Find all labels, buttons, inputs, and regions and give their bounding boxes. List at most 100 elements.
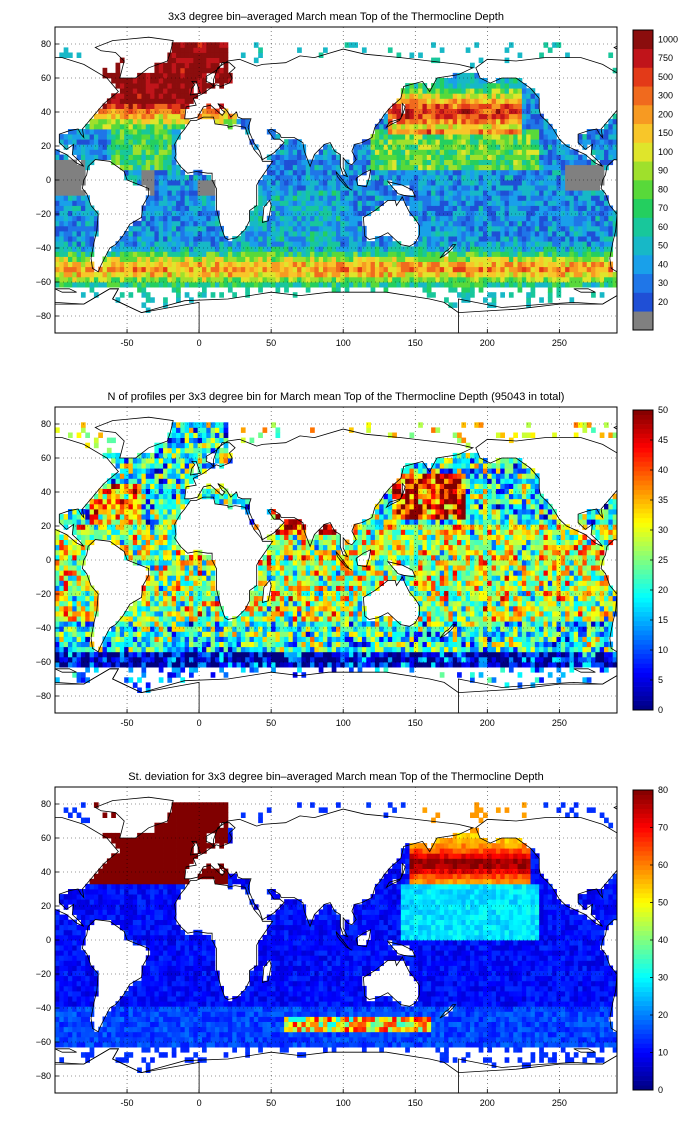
heatmap-cell (595, 241, 601, 247)
heatmap-cell (80, 641, 86, 648)
heatmap-cell (111, 534, 116, 540)
heatmap-cell (111, 631, 116, 637)
heatmap-cell (189, 246, 194, 252)
heatmap-cell (141, 488, 147, 495)
heatmap-cell (93, 656, 99, 663)
heatmap-cell (353, 271, 359, 278)
heatmap-cell (599, 169, 605, 176)
heatmap-cell (193, 256, 199, 262)
heatmap-cell (435, 139, 441, 145)
heatmap-cell (180, 83, 186, 89)
heatmap-cell (543, 180, 549, 186)
heatmap-cell (63, 271, 69, 278)
heatmap-cell (470, 241, 475, 247)
heatmap-cell (115, 529, 121, 535)
heatmap-cell (154, 539, 160, 546)
heatmap-cell (219, 42, 224, 48)
heatmap-cell (55, 631, 60, 637)
heatmap-cell (184, 185, 190, 191)
heatmap-cell (457, 205, 462, 211)
heatmap-cell (167, 180, 173, 186)
heatmap-cell (154, 129, 160, 135)
heatmap-cell (137, 241, 142, 247)
heatmap-cell (400, 180, 406, 186)
heatmap-cell (521, 103, 527, 109)
heatmap-cell (89, 611, 95, 617)
heatmap-cell (158, 123, 164, 130)
heatmap-cell (132, 600, 138, 607)
heatmap-cell (258, 266, 263, 273)
heatmap-cell (366, 271, 371, 278)
heatmap-cell (262, 220, 268, 227)
heatmap-cell (405, 103, 410, 109)
heatmap-cell (163, 220, 168, 227)
heatmap-cell (418, 282, 423, 288)
heatmap-cell (141, 554, 147, 561)
heatmap-cell (279, 174, 285, 181)
heatmap-cell (297, 47, 302, 53)
heatmap-cell (128, 276, 134, 283)
heatmap-cell (80, 570, 86, 576)
heatmap-cell (539, 271, 544, 278)
y-tick-label: 60 (41, 73, 51, 83)
heatmap-cell (573, 231, 579, 237)
heatmap-cell (124, 256, 129, 262)
heatmap-cell (418, 271, 423, 278)
coastline (385, 102, 406, 129)
heatmap-cell (137, 108, 142, 115)
heatmap-cell (154, 468, 160, 474)
heatmap-cell (141, 478, 147, 484)
heatmap-cell (534, 123, 540, 130)
heatmap-cell (534, 113, 540, 120)
heatmap-cell (219, 231, 224, 237)
heatmap-cell (491, 251, 497, 257)
heatmap-cell (141, 452, 147, 459)
heatmap-cell (249, 220, 255, 227)
heatmap-cell (305, 180, 311, 186)
heatmap-cell (63, 662, 69, 668)
heatmap-cell (145, 458, 151, 464)
heatmap-cell (487, 149, 493, 155)
heatmap-cell (171, 123, 177, 130)
heatmap-cell (591, 185, 596, 191)
heatmap-cell (361, 190, 367, 196)
heatmap-cell (305, 256, 311, 262)
heatmap-cell (214, 220, 220, 227)
heatmap-cell (357, 210, 363, 217)
heatmap-cell (145, 560, 151, 566)
colorbar-label: 100 (658, 147, 673, 157)
heatmap-cell (279, 164, 285, 171)
heatmap-cell (400, 144, 406, 150)
heatmap-cell (608, 215, 614, 222)
heatmap-cell (357, 205, 363, 211)
heatmap-cell (167, 98, 173, 104)
heatmap-cell (465, 134, 471, 140)
heatmap-cell (457, 108, 462, 115)
heatmap-cell (72, 600, 78, 607)
heatmap-cell (124, 503, 129, 510)
heatmap-cell (400, 93, 406, 99)
coastline (386, 181, 416, 198)
heatmap-cell (150, 534, 155, 540)
heatmap-cell (336, 266, 341, 273)
heatmap-cell (132, 554, 138, 561)
heatmap-cell (214, 246, 220, 252)
heatmap-cell (210, 236, 216, 242)
heatmap-cell (396, 276, 402, 283)
heatmap-cell (141, 524, 147, 530)
heatmap-cell (422, 129, 428, 135)
heatmap-cell (474, 72, 480, 79)
heatmap-cell (266, 215, 272, 222)
heatmap-cell (262, 180, 268, 186)
heatmap-cell (565, 231, 570, 237)
heatmap-cell (547, 236, 553, 242)
heatmap-cell (318, 266, 324, 273)
heatmap-cell (201, 266, 207, 273)
heatmap-cell (141, 210, 147, 217)
heatmap-cell (128, 246, 134, 252)
heatmap-cell (310, 164, 315, 171)
heatmap-cell (63, 631, 69, 637)
heatmap-cell (184, 98, 190, 104)
heatmap-cell (124, 468, 129, 474)
heatmap-cell (396, 154, 402, 160)
